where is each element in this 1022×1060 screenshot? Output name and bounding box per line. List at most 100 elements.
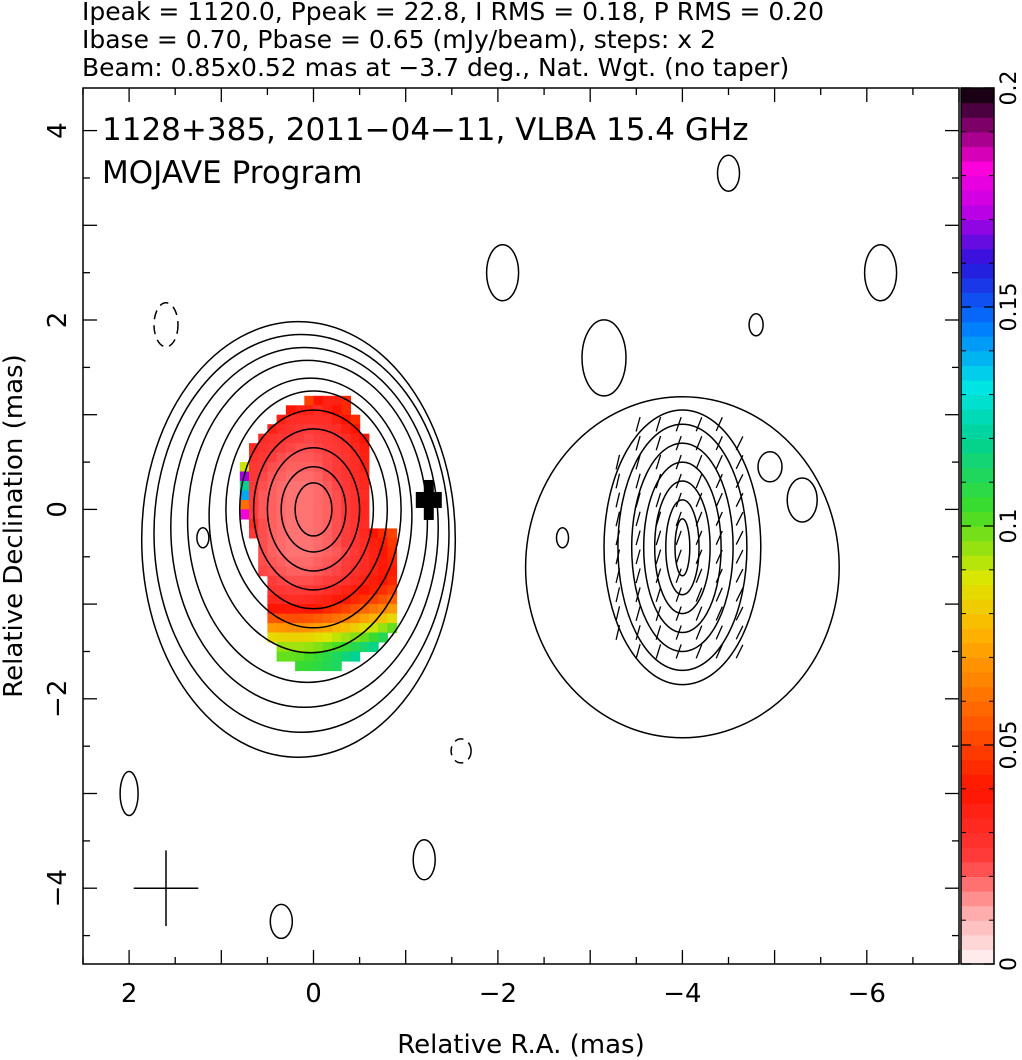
pol-pixel xyxy=(276,604,287,615)
pol-pixel xyxy=(239,500,250,511)
colorbar-swatch xyxy=(961,628,994,644)
pol-pixel xyxy=(249,443,259,454)
pol-pixel xyxy=(387,575,398,586)
pol-pixel xyxy=(285,651,296,662)
pol-pixel xyxy=(332,566,342,577)
pol-pixel xyxy=(249,528,259,539)
intensity-contour xyxy=(170,346,439,709)
evpa-tick xyxy=(695,530,703,546)
pol-pixel xyxy=(304,500,315,511)
pol-pixel xyxy=(285,537,296,548)
pol-pixel xyxy=(359,585,370,596)
evpa-tick xyxy=(675,530,682,546)
pol-pixel xyxy=(295,556,305,567)
colorbar-swatch xyxy=(961,321,994,337)
intensity-contour-layer xyxy=(119,154,898,940)
pol-pixel xyxy=(276,528,287,539)
pol-pixel xyxy=(341,395,351,406)
pol-pixel xyxy=(295,424,305,435)
pol-pixel xyxy=(378,556,388,567)
evpa-tick xyxy=(615,568,621,584)
colorbar-swatch xyxy=(961,146,994,162)
pol-pixel xyxy=(239,490,250,501)
pol-pixel xyxy=(267,566,278,577)
plot-frame xyxy=(82,87,960,965)
pol-pixel xyxy=(304,395,315,406)
colorbar-swatch xyxy=(961,234,994,250)
pol-pixel xyxy=(267,613,278,624)
pol-pixel xyxy=(304,575,315,586)
pol-pixel xyxy=(313,509,324,520)
pol-pixel xyxy=(267,471,278,482)
evpa-tick xyxy=(695,416,703,432)
pol-pixel xyxy=(267,528,278,539)
pol-pixel xyxy=(332,518,342,529)
colorbar-swatch xyxy=(961,847,994,863)
pol-pixel xyxy=(304,518,315,529)
jet-contour xyxy=(603,409,762,686)
evpa-tick xyxy=(735,455,744,470)
pol-pixel xyxy=(322,613,333,624)
noise-contour xyxy=(581,319,627,397)
colorbar-swatch xyxy=(961,613,994,629)
noise-contour xyxy=(555,527,570,549)
pol-pixel xyxy=(304,414,315,425)
pol-pixel xyxy=(322,661,333,672)
pol-pixel xyxy=(359,632,370,643)
pol-pixel xyxy=(295,613,305,624)
jet-contour xyxy=(630,442,734,653)
pol-pixel xyxy=(322,537,333,548)
pol-pixel xyxy=(378,594,388,605)
pol-pixel xyxy=(322,623,333,634)
evpa-tick xyxy=(675,587,682,602)
pol-pixel xyxy=(267,462,278,473)
pol-pixel xyxy=(341,481,351,492)
y-tick-label: 2 xyxy=(43,312,73,329)
colorbar-swatch xyxy=(961,949,994,965)
pol-pixel xyxy=(267,424,278,435)
pol-pixel xyxy=(313,490,324,501)
colorbar-swatch xyxy=(961,175,994,191)
pol-pixel xyxy=(368,613,379,624)
noise-contour xyxy=(757,451,783,483)
x-tick-label: 2 xyxy=(121,979,138,1009)
pol-pixel xyxy=(267,490,278,501)
colorbar-swatch xyxy=(961,365,994,381)
pol-pixel xyxy=(276,547,287,558)
pol-pixel xyxy=(378,585,388,596)
pol-pixel xyxy=(359,556,370,567)
evpa-tick xyxy=(735,587,744,602)
pol-pixel xyxy=(304,528,315,539)
pol-pixel xyxy=(378,604,388,615)
colorbar-swatch xyxy=(961,219,994,235)
pol-pixel xyxy=(258,528,268,539)
pol-pixel xyxy=(341,433,351,444)
pol-pixel xyxy=(304,613,315,624)
y-tick-label: 0 xyxy=(43,501,73,518)
evpa-tick xyxy=(695,511,703,527)
pol-pixel xyxy=(350,452,361,463)
pol-pixel xyxy=(276,632,287,643)
evpa-tick xyxy=(735,474,744,488)
evpa-tick xyxy=(715,454,723,470)
pol-pixel xyxy=(276,518,287,529)
pol-pixel xyxy=(295,528,305,539)
evpa-tick xyxy=(695,606,703,621)
pol-pixel xyxy=(295,604,305,615)
pol-pixel xyxy=(267,547,278,558)
evpa-tick xyxy=(715,587,723,602)
pol-pixel xyxy=(359,471,370,482)
evpa-tick xyxy=(655,587,662,602)
evpa-tick xyxy=(655,435,662,451)
pol-pixel xyxy=(322,556,333,567)
pol-pixel xyxy=(350,462,361,473)
pol-pixel xyxy=(322,443,333,454)
pol-pixel xyxy=(322,414,333,425)
pol-pixel xyxy=(332,481,342,492)
pol-pixel xyxy=(359,481,370,492)
colorbar-swatch xyxy=(961,861,994,877)
pol-pixel xyxy=(387,604,398,615)
jet-contour xyxy=(674,518,691,577)
pol-pixel xyxy=(350,585,361,596)
colorbar-swatch xyxy=(961,423,994,439)
